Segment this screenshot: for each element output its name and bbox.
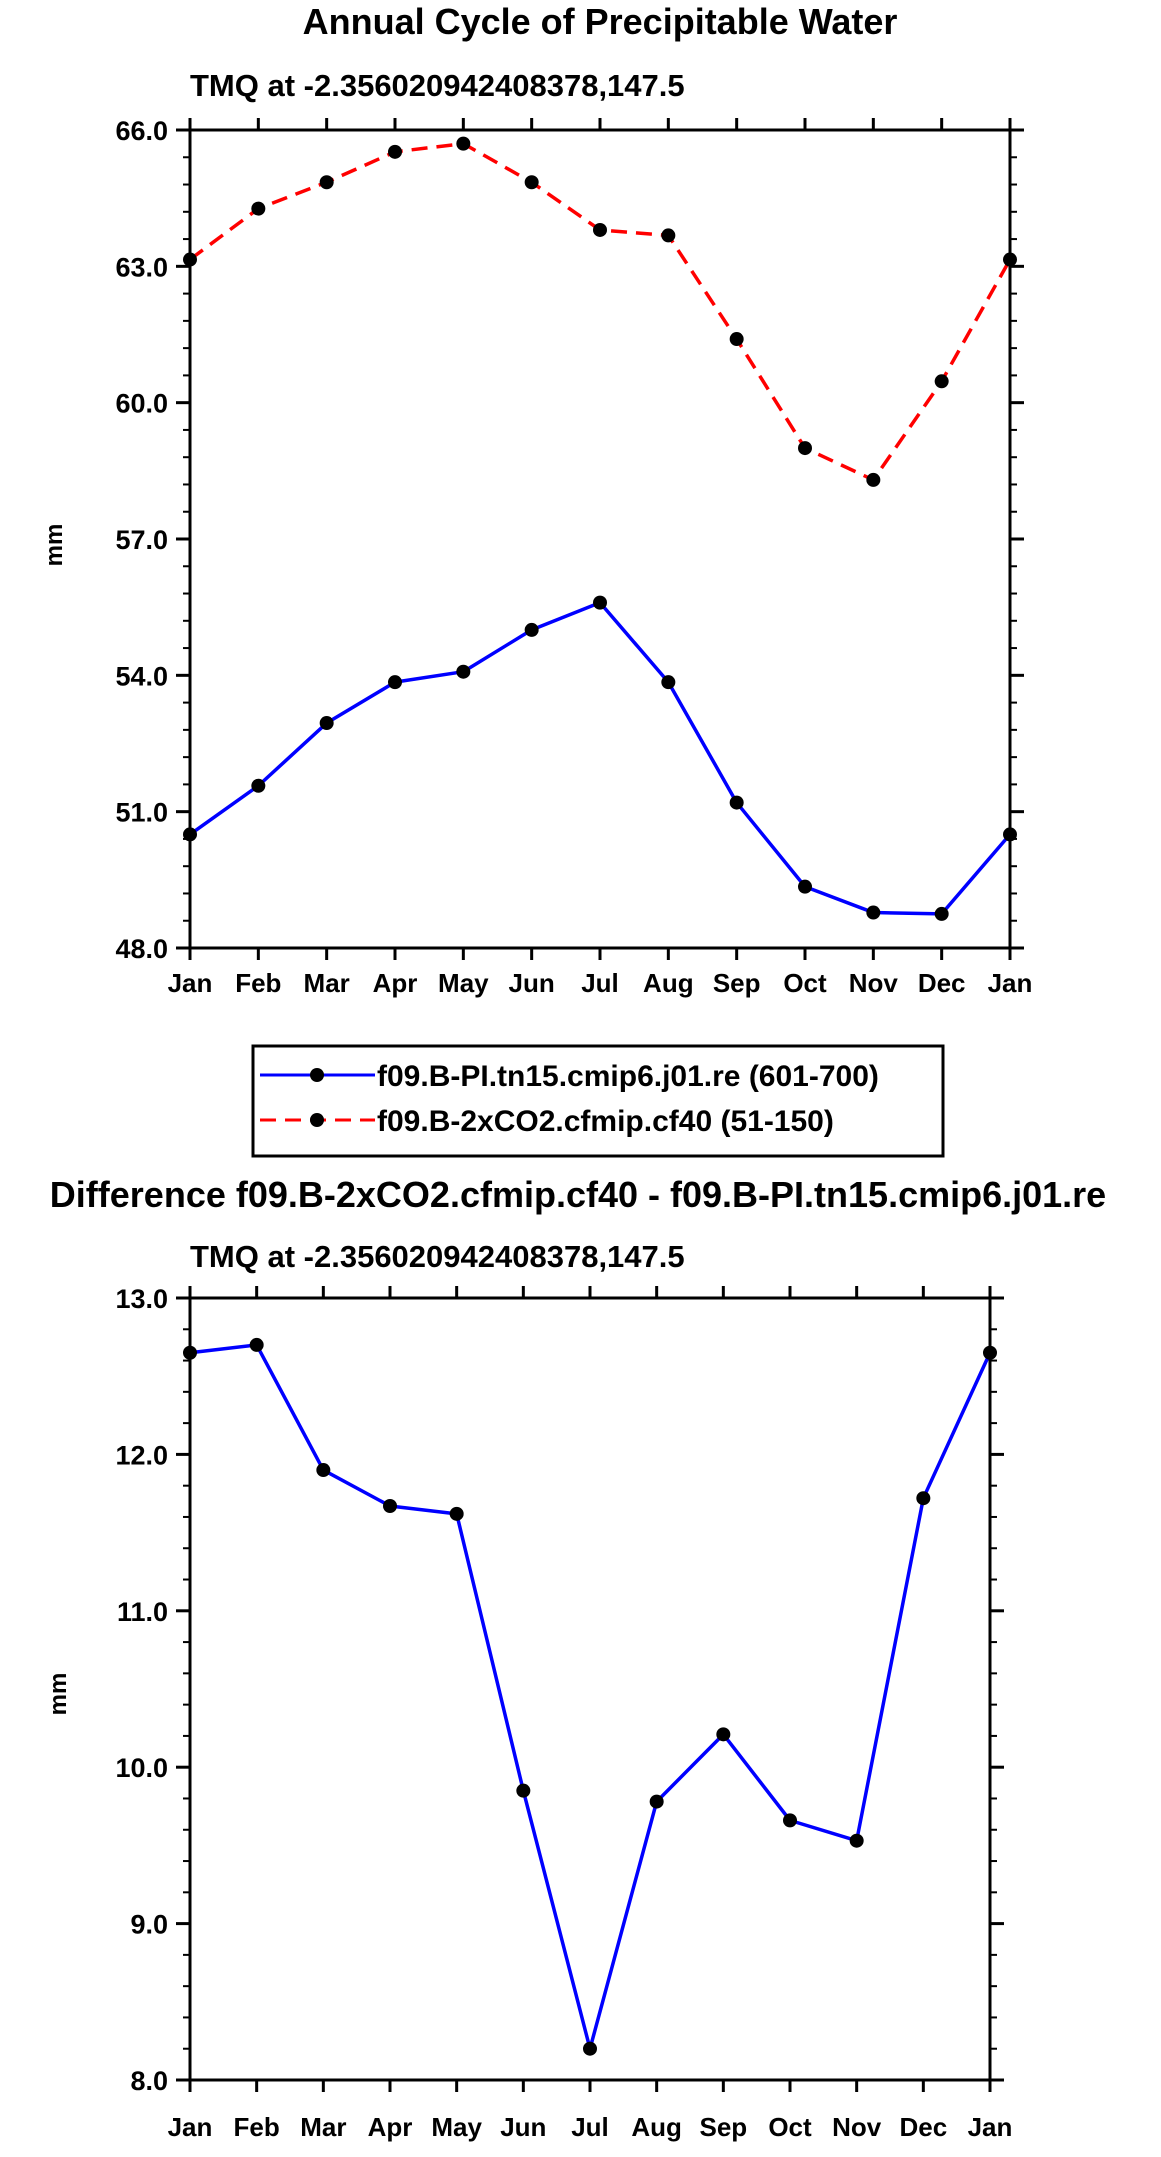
chart1-series-2-line: [188, 141, 1012, 482]
chart1-title: Annual Cycle of Precipitable Water: [303, 1, 898, 42]
chart2-plot: 8.0 9.0 10.0 11.0 12.0 13.0 Jan Feb Mar Apr May Jun…: [115, 1284, 1012, 2142]
chart2-series-1-point: [316, 1463, 331, 1478]
chart2-xtick-label: Oct: [768, 2112, 812, 2142]
legend-box: [251, 1044, 945, 1158]
chart1-series-2-point: [251, 201, 266, 216]
chart2-series-1-point: [383, 1499, 397, 1514]
chart1-subtitle: TMQ at -2.356020942408378,147.5: [190, 68, 685, 103]
chart1-ytick-label: 66.0: [115, 116, 168, 146]
chart1-series-1-point: [319, 716, 334, 731]
chart1-series-1-point: [183, 827, 197, 842]
chart1-series-1-point: [1003, 827, 1017, 842]
chart2-series-1-point: [783, 1813, 797, 1828]
chart2-ylabel: mm: [45, 1673, 72, 1716]
chart1-series-1-point: [798, 879, 812, 894]
chart1-series-1-point: [388, 675, 402, 690]
chart2-xtick-label: Aug: [631, 2112, 682, 2142]
chart1-series-2-point: [866, 472, 881, 487]
chart2-ytick-label: 10.0: [115, 1753, 168, 1783]
chart1-xtick-label: Apr: [373, 968, 418, 998]
chart1-xtick-label: Nov: [849, 968, 899, 998]
legend-label-series-1: f09.B-PI.tn15.cmip6.j01.re (601-700): [377, 1060, 879, 1093]
chart2-xtick-label: May: [431, 2112, 482, 2142]
chart1-ylabel: mm: [41, 524, 68, 567]
chart1-xtick-label: Jun: [509, 968, 555, 998]
chart1-series-2-point: [524, 175, 539, 190]
chart1-xtick-label: Jan: [168, 968, 213, 998]
chart2-xtick-label: Apr: [368, 2112, 413, 2142]
chart1-series-1-point: [661, 675, 676, 690]
chart2-ytick-label: 8.0: [130, 2066, 168, 2096]
chart1-xtick-label: Feb: [235, 968, 281, 998]
chart2-xtick-label: Feb: [234, 2112, 280, 2142]
chart2-series-1-point: [249, 1337, 264, 1352]
chart2-xtick-label: Nov: [832, 2112, 882, 2142]
chart2-xtick-label: Jan: [168, 2112, 213, 2142]
chart1-legend: f09.B-PI.tn15.cmip6.j01.re (601-700) f09…: [251, 1044, 945, 1158]
chart2-xtick-label: Jul: [571, 2112, 609, 2142]
chart1-series-2-point: [798, 441, 812, 456]
legend-marker-series-2: [310, 1113, 324, 1127]
chart2-subtitle: TMQ at -2.356020942408378,147.5: [190, 1239, 685, 1274]
chart1-series-2-point: [388, 144, 402, 159]
chart1-series-2-point: [934, 374, 949, 389]
chart2-series-1-point: [916, 1491, 931, 1506]
chart1-frame: [188, 128, 1012, 950]
chart1-series-1-point: [251, 778, 266, 793]
chart1-series-2-point: [183, 252, 197, 267]
chart2-ytick-label: 13.0: [115, 1284, 168, 1314]
chart2-series-1-point: [716, 1727, 731, 1742]
chart1-ytick-label: 51.0: [115, 798, 168, 828]
legend-marker-series-1: [310, 1068, 324, 1082]
chart1-series-1-point: [934, 906, 949, 921]
chart2-series-1-point: [583, 2041, 597, 2056]
chart2-series-1-point: [649, 1794, 664, 1809]
chart1-ytick-label: 48.0: [115, 934, 168, 964]
legend-label-series-2: f09.B-2xCO2.cfmip.cf40 (51-150): [377, 1105, 834, 1138]
chart2-xtick-label: Sep: [699, 2112, 747, 2142]
chart2-series-1-point: [516, 1783, 531, 1798]
chart1-ytick-label: 54.0: [115, 661, 168, 691]
chart1-series-1-point: [524, 622, 539, 637]
chart1-series-1-point: [456, 664, 471, 679]
chart2-xtick-label: Jan: [968, 2112, 1013, 2142]
chart2-xtick-label: Mar: [300, 2112, 346, 2142]
chart1-xtick-label: Sep: [713, 968, 761, 998]
chart1-series-1-line: [188, 600, 1012, 916]
chart1-series-1-point: [729, 795, 744, 810]
chart1-ytick-label: 63.0: [115, 252, 168, 282]
chart2-xtick-label: Dec: [899, 2112, 947, 2142]
chart1-plot: 48.0 51.0 54.0 57.0 60.0 63.0 66.0 Jan Feb Mar Apr…: [115, 116, 1032, 998]
chart1-xtick-label: Jan: [988, 968, 1033, 998]
chart1-series-2-point: [319, 175, 334, 190]
chart1-series-1-point: [593, 595, 607, 610]
chart2-ytick-label: 12.0: [115, 1440, 168, 1470]
chart1-series-2-point: [729, 332, 744, 347]
chart2-frame: [188, 1296, 992, 2082]
chart1-xtick-label: Mar: [304, 968, 350, 998]
chart1-xtick-label: Oct: [783, 968, 827, 998]
chart1-ytick-label: 57.0: [115, 525, 168, 555]
chart2-title: Difference f09.B-2xCO2.cfmip.cf40 - f09.…: [50, 1174, 1106, 1215]
chart2-series-1-point: [183, 1345, 197, 1360]
chart2-series-1-point: [983, 1345, 997, 1360]
chart1-series-1-point: [866, 905, 881, 920]
chart2-series-1-point: [449, 1506, 464, 1521]
chart2-ytick-label: 11.0: [117, 1597, 168, 1627]
chart2-series-1-line: [189, 1343, 992, 2051]
chart1-series-2-point: [456, 136, 471, 151]
chart2-series-1-point: [849, 1833, 864, 1848]
chart2-ytick-label: 9.0: [130, 1910, 168, 1940]
chart1-xtick-label: Aug: [643, 968, 694, 998]
chart1-series-2-point: [1003, 252, 1017, 267]
chart1-series-2-point: [593, 222, 607, 237]
chart1-xtick-label: Dec: [918, 968, 966, 998]
chart1-ytick-label: 60.0: [115, 389, 168, 419]
chart1-xtick-label: May: [438, 968, 489, 998]
chart2-xtick-label: Jun: [500, 2112, 546, 2142]
chart1-series-2-point: [661, 228, 676, 243]
chart1-xtick-label: Jul: [581, 968, 619, 998]
